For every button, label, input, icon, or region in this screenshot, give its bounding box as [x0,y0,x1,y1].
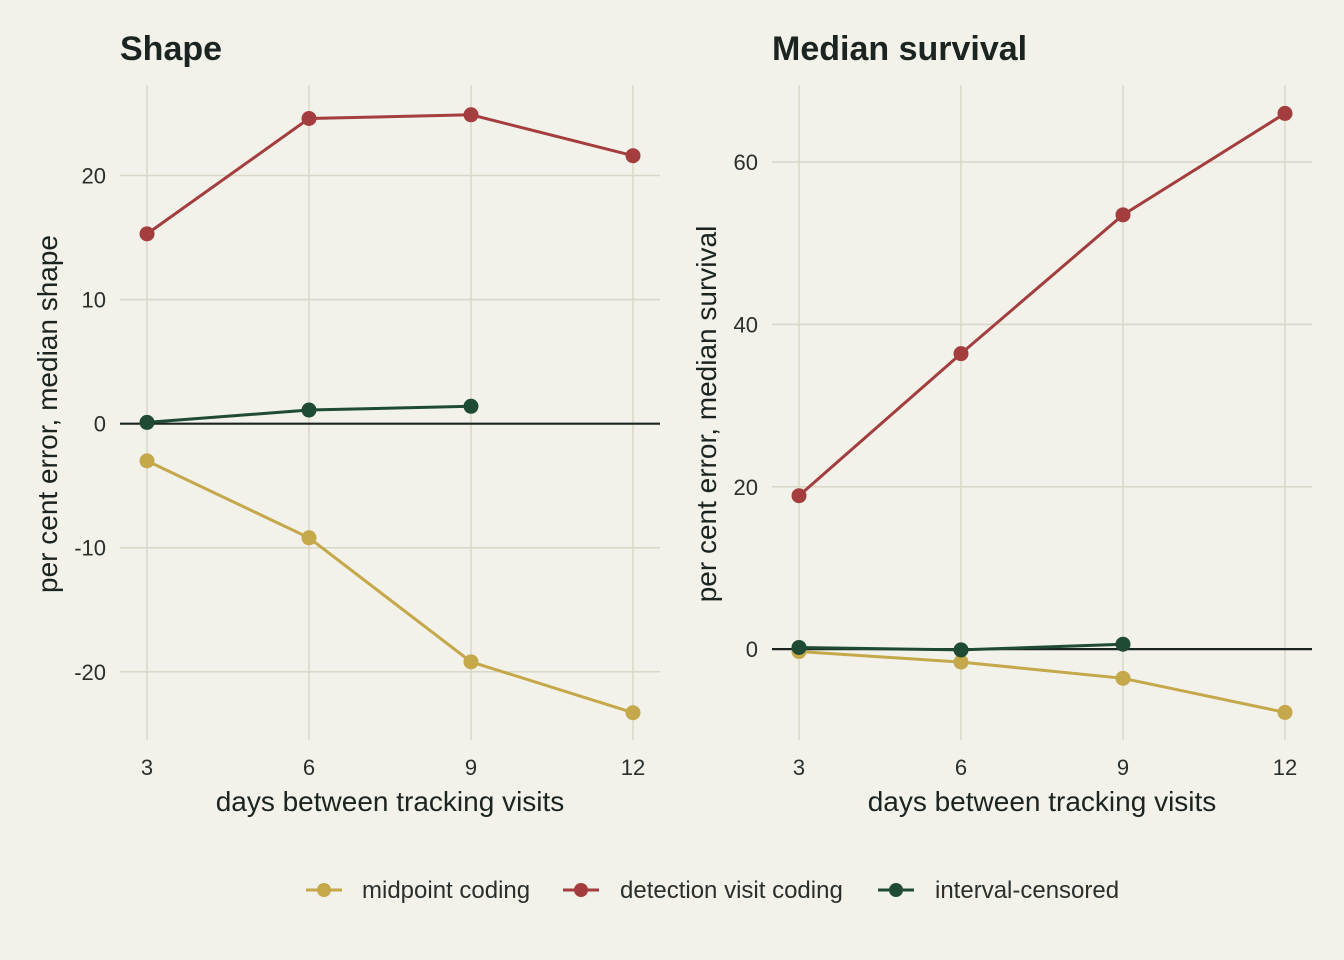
data-point-interval [463,398,479,414]
data-point-detection [301,110,317,126]
x-tick-label: 6 [303,755,315,780]
y-tick-label: 20 [734,475,758,500]
x-tick-labels: 3 6 9 12 [141,755,645,780]
legend-key-marker [574,883,588,897]
y-tick-label: 40 [734,312,758,337]
series-line-midpoint [146,459,634,715]
panel-title: Shape [120,30,222,68]
data-point-interval [139,414,155,430]
series-detection [791,105,1293,504]
y-axis-title: per cent error, median shape [32,235,63,593]
legend: midpoint coding detection visit coding i… [306,877,1119,904]
data-point-interval [953,642,969,658]
series-line-midpoint [798,650,1286,714]
legend-item-midpoint: midpoint coding [306,877,530,904]
data-point-interval [1115,636,1131,652]
legend-label: midpoint coding [362,877,530,904]
y-tick-labels: 0 20 40 60 [734,150,758,662]
panel-median-survival: Median survival 3 6 9 12 0 20 40 60 days betwe… [691,30,1312,817]
x-tick-label: 9 [1117,755,1129,780]
y-tick-label: 0 [746,637,758,662]
series-layer [791,105,1293,720]
data-point-interval [791,639,807,655]
series-layer [139,107,641,721]
series-detection [139,107,641,242]
panel-title: Median survival [772,30,1027,68]
legend-item-interval: interval-censored [878,877,1119,904]
data-point-midpoint [139,453,155,469]
y-tick-label: 60 [734,150,758,175]
y-axis-title: per cent error, median survival [691,226,722,603]
legend-label: detection visit coding [620,877,843,904]
series-line-detection [146,113,634,236]
y-tick-label: -20 [74,660,106,685]
data-point-detection [625,148,641,164]
series-interval [139,398,479,430]
x-tick-labels: 3 6 9 12 [793,755,1297,780]
y-tick-label: -10 [74,536,106,561]
data-point-midpoint [463,654,479,670]
data-point-midpoint [625,705,641,721]
x-tick-label: 9 [465,755,477,780]
y-tick-label: 20 [82,164,106,189]
x-tick-label: 12 [621,755,645,780]
data-point-detection [791,488,807,504]
panel-shape: Shape 3 6 9 12 -20 -10 0 10 20 days between tra… [32,30,660,817]
legend-item-detection: detection visit coding [563,877,843,904]
data-point-midpoint [301,530,317,546]
data-point-detection [953,346,969,362]
data-point-detection [1277,105,1293,121]
data-point-midpoint [1277,704,1293,720]
legend-label: interval-censored [935,877,1119,904]
data-point-detection [1115,207,1131,223]
y-tick-label: 0 [94,412,106,437]
x-axis-title: days between tracking visits [868,786,1217,817]
x-axis-title: days between tracking visits [216,786,565,817]
legend-key-marker [317,883,331,897]
y-tick-label: 10 [82,288,106,313]
legend-key-marker [889,883,903,897]
y-tick-labels: -20 -10 0 10 20 [74,164,106,685]
series-midpoint [791,644,1293,720]
data-point-detection [139,226,155,242]
data-point-detection [463,107,479,123]
series-line-detection [798,112,1286,497]
data-point-interval [301,402,317,418]
gridlines [772,85,1312,740]
x-tick-label: 6 [955,755,967,780]
series-interval [791,636,1131,658]
gridlines [120,85,660,740]
series-midpoint [139,453,641,721]
x-tick-label: 12 [1273,755,1297,780]
data-point-midpoint [953,654,969,670]
data-point-midpoint [1115,670,1131,686]
x-tick-label: 3 [141,755,153,780]
x-tick-label: 3 [793,755,805,780]
